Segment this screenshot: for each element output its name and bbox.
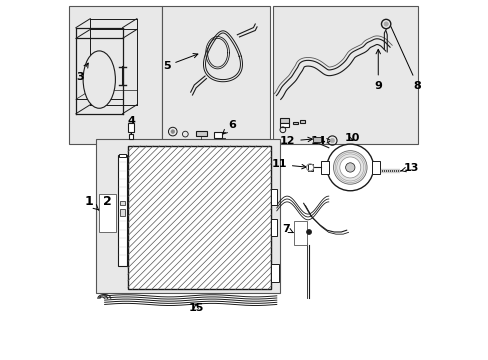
Text: 6: 6	[222, 120, 236, 134]
Text: 4: 4	[127, 116, 135, 133]
Circle shape	[345, 163, 354, 172]
Bar	[69, 6, 162, 144]
Bar	[119, 154, 126, 157]
Bar	[128, 123, 133, 132]
Text: 1: 1	[85, 195, 99, 210]
Bar	[196, 131, 206, 135]
Bar	[273, 6, 418, 144]
Text: 10: 10	[344, 132, 359, 143]
Bar	[162, 6, 269, 144]
Bar	[96, 139, 280, 293]
Bar	[128, 146, 271, 289]
Bar	[271, 189, 276, 205]
Circle shape	[339, 157, 360, 178]
Text: 15: 15	[188, 303, 203, 313]
Text: 9: 9	[373, 49, 382, 91]
Circle shape	[333, 151, 366, 184]
Bar	[214, 132, 222, 138]
Bar	[271, 264, 278, 282]
Circle shape	[171, 130, 174, 134]
Bar	[293, 221, 306, 244]
Ellipse shape	[83, 51, 115, 108]
Circle shape	[326, 144, 373, 191]
Text: 5: 5	[163, 54, 198, 71]
Bar	[118, 155, 126, 266]
Bar	[292, 122, 297, 125]
Text: 11: 11	[271, 159, 305, 170]
Text: 12: 12	[279, 136, 312, 146]
Bar	[300, 121, 305, 123]
Circle shape	[329, 138, 334, 143]
Text: 8: 8	[390, 27, 421, 91]
Text: 3: 3	[76, 63, 88, 82]
Circle shape	[306, 229, 311, 234]
Text: 14: 14	[309, 136, 331, 146]
Bar	[371, 161, 379, 174]
Bar	[120, 201, 125, 205]
Bar	[280, 123, 289, 127]
Text: 13: 13	[400, 163, 419, 173]
Circle shape	[383, 22, 387, 26]
Text: 7: 7	[282, 224, 292, 234]
Bar	[312, 137, 320, 141]
Bar	[99, 194, 116, 232]
Text: 2: 2	[103, 195, 112, 208]
Bar	[320, 161, 328, 174]
Bar	[129, 134, 133, 139]
Bar	[120, 209, 125, 216]
Bar	[307, 164, 312, 171]
Bar	[280, 118, 289, 123]
Bar	[271, 220, 276, 235]
